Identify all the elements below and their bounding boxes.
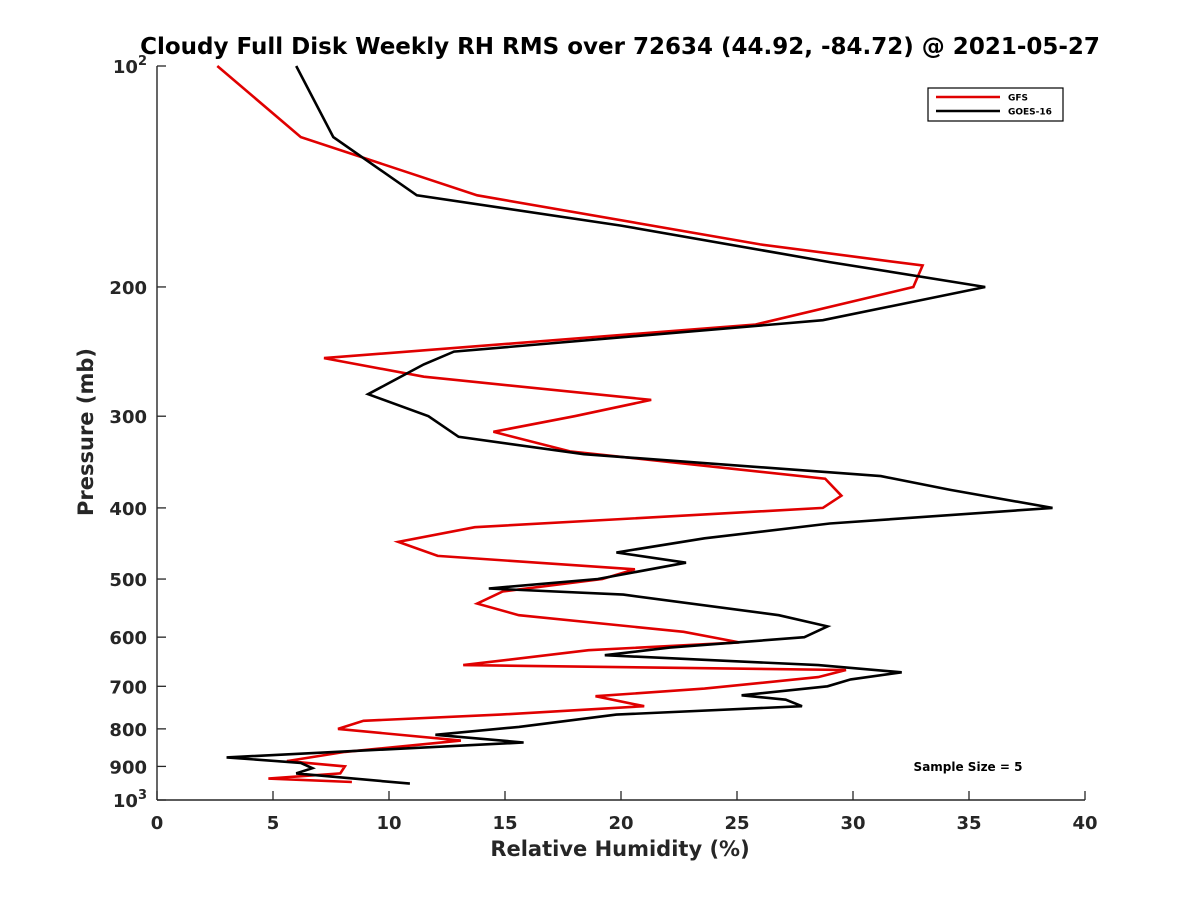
x-tick-label: 20 <box>608 813 633 834</box>
x-axis-label: Relative Humidity (%) <box>490 837 749 861</box>
y-tick-label: 400 <box>109 499 147 520</box>
x-tick-label: 35 <box>956 813 981 834</box>
legend: GFS GOES-16 <box>927 87 1064 122</box>
x-tick-label: 25 <box>724 813 749 834</box>
y-tick-label: 103 <box>113 788 147 812</box>
y-tick-label: 200 <box>109 278 147 299</box>
legend-label: GOES-16 <box>1008 108 1052 118</box>
x-tick-label: 10 <box>376 813 401 834</box>
x-tick-label: 5 <box>267 813 280 834</box>
x-tick-label: 15 <box>492 813 517 834</box>
y-tick-label: 600 <box>109 628 147 649</box>
chart-title: Cloudy Full Disk Weekly RH RMS over 7263… <box>140 34 1100 60</box>
legend-box <box>927 87 1064 122</box>
y-tick-label: 900 <box>109 757 147 778</box>
y-tick-label: 800 <box>109 720 147 741</box>
axes: 0 5 10 15 20 25 30 35 40 102 200 300 400 500 600 700 800… <box>109 54 1097 834</box>
y-axis-label: Pressure (mb) <box>74 348 98 516</box>
series-line-goes-16 <box>226 65 1053 785</box>
series-layer <box>216 65 1053 785</box>
x-tick-label: 30 <box>840 813 865 834</box>
y-tick-label: 102 <box>113 54 147 78</box>
y-tick-label: 300 <box>109 407 147 428</box>
sample-size-annotation: Sample Size = 5 <box>914 760 1023 774</box>
y-tick-label: 700 <box>109 677 147 698</box>
x-tick-label: 0 <box>151 813 164 834</box>
x-tick-label: 40 <box>1072 813 1097 834</box>
y-tick-label: 500 <box>109 570 147 591</box>
legend-label: GFS <box>1008 94 1028 104</box>
